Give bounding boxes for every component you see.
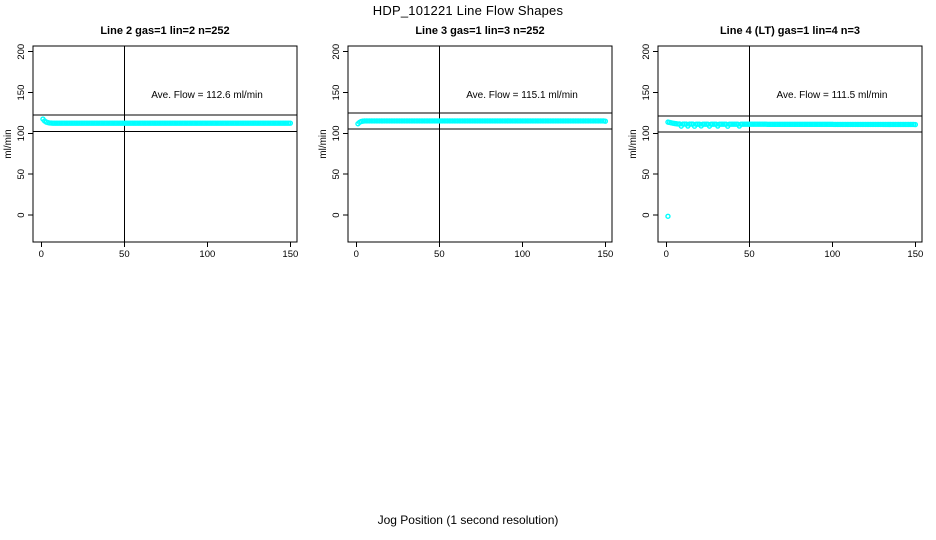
x-tick-label: 0 bbox=[664, 249, 669, 260]
y-axis-label: ml/min bbox=[3, 129, 14, 158]
y-tick-label: 50 bbox=[16, 169, 27, 180]
x-tick-label: 0 bbox=[354, 249, 359, 260]
panel-line-4: Line 4 (LT) gas=1 lin=4 n=3 Ave. Flow = … bbox=[628, 25, 923, 260]
panel-title: Line 2 gas=1 lin=2 n=252 bbox=[100, 25, 229, 37]
y-tick-label: 100 bbox=[16, 125, 27, 141]
x-tick-label: 100 bbox=[514, 249, 530, 260]
data-point bbox=[602, 118, 609, 124]
plot-box bbox=[657, 45, 923, 243]
y-tick-label: 100 bbox=[641, 125, 652, 141]
data-point bbox=[912, 121, 919, 128]
ave-flow-annotation: Ave. Flow = 112.6 ml/min bbox=[151, 90, 263, 101]
x-tick-label: 100 bbox=[824, 249, 840, 260]
x-tick-label: 50 bbox=[434, 249, 445, 260]
plot-box bbox=[347, 45, 613, 243]
y-tick-label: 50 bbox=[331, 169, 342, 180]
x-tick-label: 150 bbox=[907, 249, 923, 260]
y-tick-label: 150 bbox=[16, 85, 27, 101]
data-point bbox=[287, 120, 294, 126]
y-tick-label: 0 bbox=[641, 212, 652, 217]
y-tick-label: 200 bbox=[16, 44, 27, 60]
ave-flow-annotation: Ave. Flow = 115.1 ml/min bbox=[466, 90, 578, 101]
y-tick-label: 50 bbox=[641, 169, 652, 180]
y-tick-label: 150 bbox=[331, 85, 342, 101]
x-tick-label: 150 bbox=[597, 249, 613, 260]
y-tick-label: 200 bbox=[331, 44, 342, 60]
x-tick-label: 50 bbox=[119, 249, 130, 260]
panel-title: Line 3 gas=1 lin=3 n=252 bbox=[415, 25, 544, 37]
y-tick-label: 0 bbox=[16, 212, 27, 217]
x-tick-label: 0 bbox=[39, 249, 44, 260]
x-tick-label: 50 bbox=[744, 249, 755, 260]
x-tick-label: 100 bbox=[199, 249, 215, 260]
panel-line-3: Line 3 gas=1 lin=3 n=252 Ave. Flow = 115… bbox=[318, 25, 613, 260]
shared-x-axis-label: Jog Position (1 second resolution) bbox=[378, 513, 559, 527]
panel-title: Line 4 (LT) gas=1 lin=4 n=3 bbox=[720, 25, 860, 37]
y-tick-label: 200 bbox=[641, 44, 652, 60]
data-point-outlier bbox=[665, 213, 671, 219]
y-axis-label: ml/min bbox=[628, 129, 639, 158]
panel-plot-dynamic: 0 50 100 150 0 50 100 150 200 bbox=[331, 44, 613, 260]
x-tick-label: 150 bbox=[282, 249, 298, 260]
figure-title: HDP_101221 Line Flow Shapes bbox=[373, 3, 564, 18]
y-tick-label: 100 bbox=[331, 125, 342, 141]
panel-plot-dynamic: 0 50 100 150 0 50 100 150 200 bbox=[641, 44, 923, 260]
y-axis-label: ml/min bbox=[318, 129, 329, 158]
ave-flow-annotation: Ave. Flow = 111.5 ml/min bbox=[777, 90, 888, 101]
plot-box bbox=[32, 45, 298, 243]
y-tick-label: 150 bbox=[641, 85, 652, 101]
y-tick-label: 0 bbox=[331, 212, 342, 217]
panel-plot-dynamic: 0 50 100 150 0 50 100 150 200 bbox=[16, 44, 298, 260]
panel-line-2: Line 2 gas=1 lin=2 n=252 Ave. Flow = 112… bbox=[3, 25, 298, 260]
